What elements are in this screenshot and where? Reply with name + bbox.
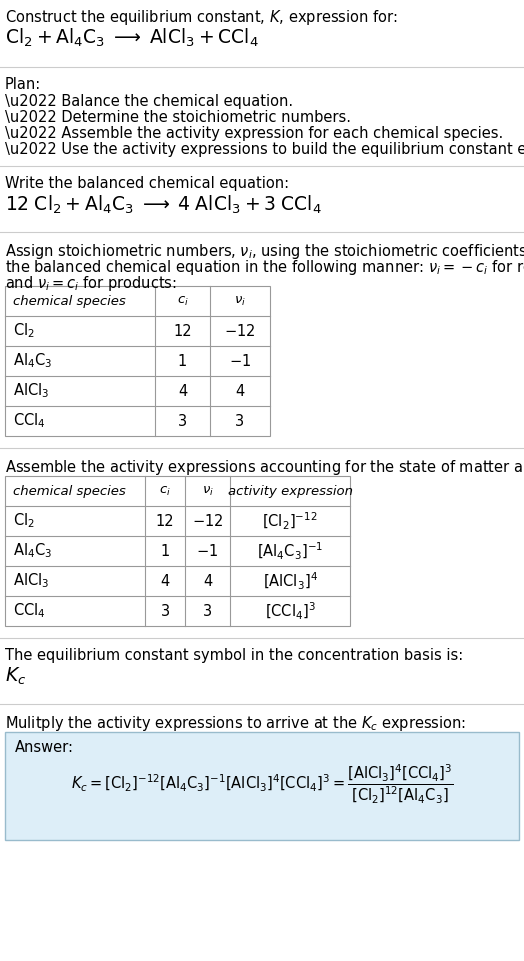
Text: 3: 3 [203, 604, 212, 619]
Text: the balanced chemical equation in the following manner: $\nu_i = -c_i$ for react: the balanced chemical equation in the fo… [5, 258, 524, 277]
Text: Write the balanced chemical equation:: Write the balanced chemical equation: [5, 176, 289, 191]
Text: 12: 12 [156, 513, 174, 529]
Bar [5, 476, 350, 626]
Text: $\mathrm{Al_4C_3}$: $\mathrm{Al_4C_3}$ [13, 542, 52, 560]
Text: Answer:: Answer: [15, 740, 74, 755]
Text: $\nu_i$: $\nu_i$ [234, 294, 246, 308]
Text: $\mathrm{Cl_2}$: $\mathrm{Cl_2}$ [13, 322, 35, 340]
Text: and $\nu_i = c_i$ for products:: and $\nu_i = c_i$ for products: [5, 274, 177, 293]
Text: $\mathrm{AlCl_3}$: $\mathrm{AlCl_3}$ [13, 382, 49, 401]
Text: $\mathrm{CCl_4}$: $\mathrm{CCl_4}$ [13, 602, 46, 621]
Text: Assign stoichiometric numbers, $\nu_i$, using the stoichiometric coefficients, $: Assign stoichiometric numbers, $\nu_i$, … [5, 242, 524, 261]
Text: $c_i$: $c_i$ [159, 484, 171, 498]
Text: Assemble the activity expressions accounting for the state of matter and $\nu_i$: Assemble the activity expressions accoun… [5, 458, 524, 477]
Text: $K_c = [\mathrm{Cl_2}]^{-12}[\mathrm{Al_4C_3}]^{-1}[\mathrm{AlCl_3}]^{4}[\mathrm: $K_c = [\mathrm{Cl_2}]^{-12}[\mathrm{Al_… [71, 762, 453, 805]
Text: $[\mathrm{CCl_4}]^{3}$: $[\mathrm{CCl_4}]^{3}$ [265, 601, 315, 622]
Text: 3: 3 [178, 413, 187, 429]
Text: $[\mathrm{AlCl_3}]^{4}$: $[\mathrm{AlCl_3}]^{4}$ [263, 571, 318, 592]
Text: \u2022 Determine the stoichiometric numbers.: \u2022 Determine the stoichiometric numb… [5, 110, 351, 125]
Text: $K_c$: $K_c$ [5, 666, 26, 687]
Text: \u2022 Assemble the activity expression for each chemical species.: \u2022 Assemble the activity expression … [5, 126, 503, 141]
Text: $-1$: $-1$ [196, 543, 219, 559]
Text: 4: 4 [160, 574, 170, 588]
Text: $\mathrm{AlCl_3}$: $\mathrm{AlCl_3}$ [13, 572, 49, 590]
Text: \u2022 Balance the chemical equation.: \u2022 Balance the chemical equation. [5, 94, 293, 109]
Text: $-12$: $-12$ [224, 323, 256, 339]
Text: $-1$: $-1$ [229, 353, 251, 369]
Text: chemical species: chemical species [13, 484, 126, 498]
Text: $\mathrm{Cl_2}$: $\mathrm{Cl_2}$ [13, 511, 35, 530]
Text: 1: 1 [160, 544, 170, 558]
Text: $[\mathrm{Cl_2}]^{-12}$: $[\mathrm{Cl_2}]^{-12}$ [263, 510, 318, 531]
Text: 3: 3 [235, 413, 245, 429]
Text: activity expression: activity expression [227, 484, 353, 498]
Text: Construct the equilibrium constant, $K$, expression for:: Construct the equilibrium constant, $K$,… [5, 8, 398, 27]
Bar [5, 286, 270, 436]
Text: $\nu_i$: $\nu_i$ [202, 484, 213, 498]
Text: 12: 12 [173, 324, 192, 338]
Text: 3: 3 [160, 604, 170, 619]
Text: 4: 4 [203, 574, 212, 588]
Text: Plan:: Plan: [5, 77, 41, 92]
Text: 4: 4 [178, 383, 187, 399]
Text: 1: 1 [178, 354, 187, 368]
Text: $\mathrm{12\; Cl_2 + Al_4C_3 \;\longrightarrow\; 4\; AlCl_3 + 3\; CCl_4}$: $\mathrm{12\; Cl_2 + Al_4C_3 \;\longrigh… [5, 194, 322, 216]
Text: The equilibrium constant symbol in the concentration basis is:: The equilibrium constant symbol in the c… [5, 648, 463, 663]
Text: \u2022 Use the activity expressions to build the equilibrium constant expression: \u2022 Use the activity expressions to b… [5, 142, 524, 157]
Text: $\mathrm{Cl_2 + Al_4C_3 \;\longrightarrow\; AlCl_3 + CCl_4}$: $\mathrm{Cl_2 + Al_4C_3 \;\longrightarro… [5, 27, 259, 49]
Text: 4: 4 [235, 383, 245, 399]
Text: $c_i$: $c_i$ [177, 294, 189, 308]
Text: $[\mathrm{Al_4C_3}]^{-1}$: $[\mathrm{Al_4C_3}]^{-1}$ [257, 540, 323, 561]
Text: $\mathrm{CCl_4}$: $\mathrm{CCl_4}$ [13, 411, 46, 431]
Bar [5, 732, 519, 840]
Text: $\mathrm{Al_4C_3}$: $\mathrm{Al_4C_3}$ [13, 352, 52, 370]
Text: $-12$: $-12$ [192, 513, 223, 529]
Text: Mulitply the activity expressions to arrive at the $K_c$ expression:: Mulitply the activity expressions to arr… [5, 714, 466, 733]
Text: chemical species: chemical species [13, 294, 126, 308]
